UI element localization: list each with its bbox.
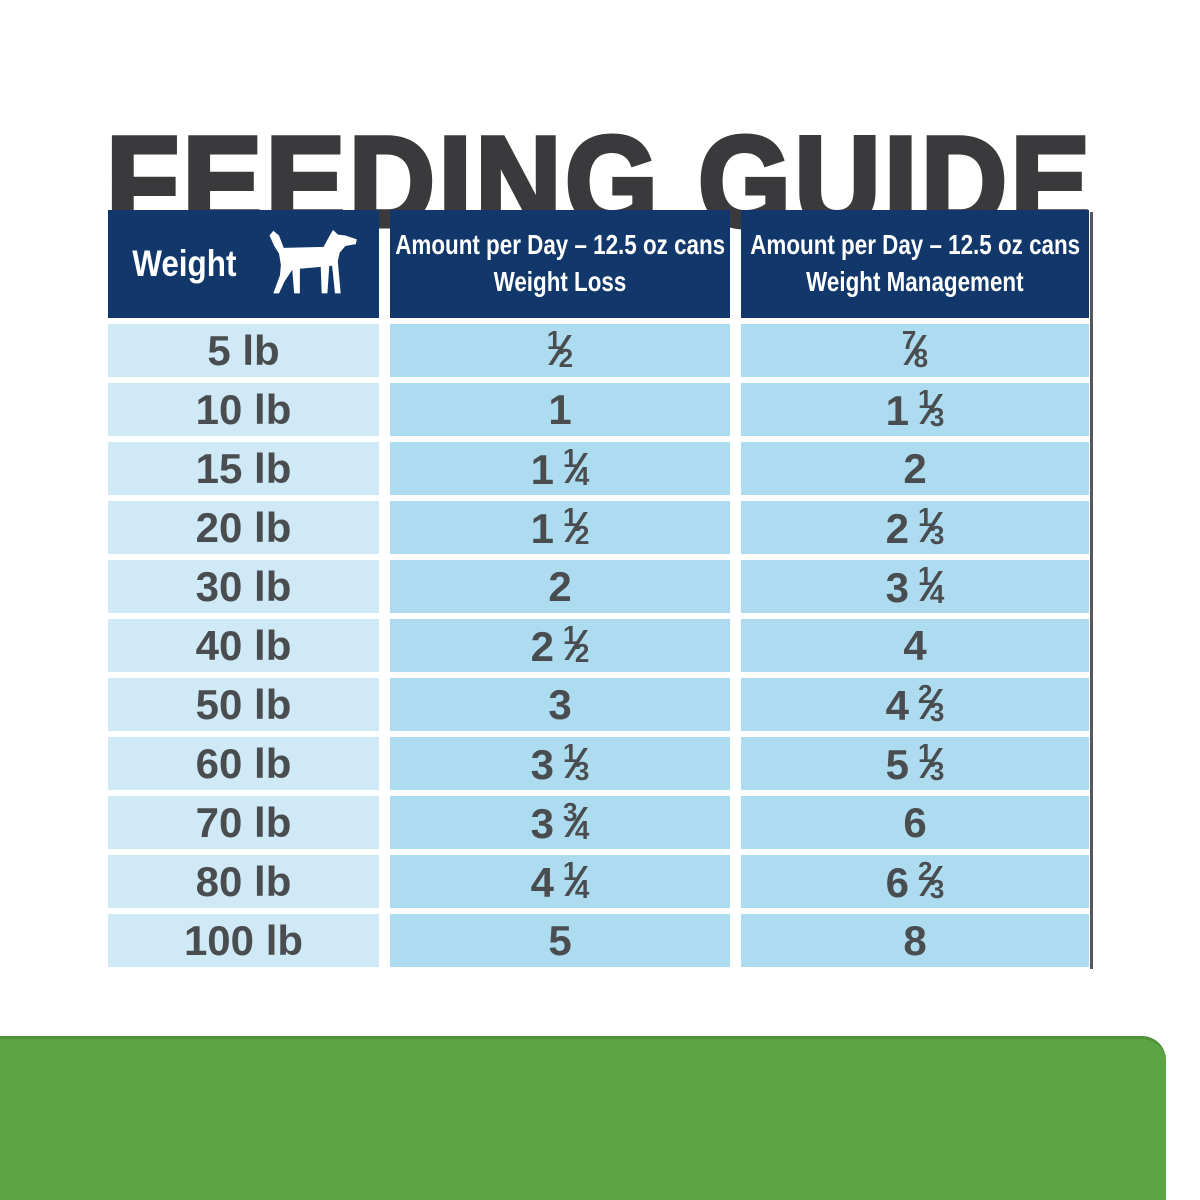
amount-value: 4 2⁄3: [885, 679, 945, 729]
fraction: 1⁄4: [918, 561, 945, 611]
amount-value: 2 1⁄3: [885, 502, 945, 552]
weight-loss-amount-cell: 1 1⁄4: [390, 442, 730, 495]
weight-management-amount-cell: 5 1⁄3: [741, 737, 1089, 790]
weight-management-header-line2: Weight Management: [806, 266, 1024, 297]
weight-cell: 15 lb: [108, 442, 379, 495]
dog-icon: [268, 227, 364, 301]
amount-value: 5: [548, 916, 572, 964]
weight-header-label: Weight: [132, 243, 237, 284]
weight-management-amount-cell: 8: [741, 914, 1089, 967]
fraction: 1⁄4: [563, 856, 590, 906]
weight-management-column-header: Amount per Day – 12.5 oz cans Weight Man…: [741, 210, 1089, 318]
weight-loss-amount-cell: 1 1⁄2: [390, 501, 730, 554]
weight-cell: 70 lb: [108, 796, 379, 849]
amount-value: 4 1⁄4: [530, 856, 590, 906]
weight-management-header-line1: Amount per Day – 12.5 oz cans: [750, 229, 1080, 261]
amount-value: 2 1⁄2: [530, 620, 590, 670]
weight-loss-header-line1: Amount per Day – 12.5 oz cans: [395, 229, 725, 261]
fraction: 1⁄2: [546, 325, 574, 375]
amount-value: 8: [903, 916, 927, 964]
fraction: 1⁄2: [563, 502, 590, 552]
fraction: 1⁄4: [563, 443, 590, 493]
fraction: 1⁄3: [563, 738, 590, 788]
amount-value: 6 2⁄3: [885, 856, 945, 906]
weight-cell: 10 lb: [108, 383, 379, 436]
weight-loss-amount-cell: 1: [390, 383, 730, 436]
weight-cell: 5 lb: [108, 324, 379, 377]
weight-cell: 30 lb: [108, 560, 379, 613]
amount-value: 5 1⁄3: [885, 738, 945, 788]
feeding-guide-table: Weight Amount per Day – 12.5 oz cans Wei…: [108, 210, 1093, 969]
weight-management-amount-cell: 2 1⁄3: [741, 501, 1089, 554]
weight-loss-amount-cell: 3 3⁄4: [390, 796, 730, 849]
fraction: 3⁄4: [563, 797, 590, 847]
amount-value: 7⁄8: [902, 325, 928, 376]
amount-value: 1⁄2: [547, 325, 573, 376]
weight-loss-amount-cell: 3 1⁄3: [390, 737, 730, 790]
weight-loss-amount-cell: 2: [390, 560, 730, 613]
weight-management-amount-cell: 6 2⁄3: [741, 855, 1089, 908]
weight-loss-amount-cell: 5: [390, 914, 730, 967]
amount-value: 2: [903, 444, 927, 492]
weight-management-amount-cell: 4: [741, 619, 1089, 672]
fraction: 1⁄3: [918, 384, 945, 434]
weight-loss-amount-cell: 1⁄2: [390, 324, 730, 377]
amount-value: 3: [548, 680, 572, 728]
weight-cell: 80 lb: [108, 855, 379, 908]
amount-value: 1 1⁄3: [885, 384, 945, 434]
weight-loss-amount-cell: 3: [390, 678, 730, 731]
amount-value: 2: [548, 562, 572, 610]
weight-loss-amount-cell: 4 1⁄4: [390, 855, 730, 908]
weight-management-amount-cell: 2: [741, 442, 1089, 495]
fraction: 7⁄8: [901, 325, 929, 375]
fraction: 1⁄3: [918, 502, 945, 552]
weight-cell: 60 lb: [108, 737, 379, 790]
weight-column-header: Weight: [108, 210, 379, 318]
amount-value: 3 1⁄3: [530, 738, 590, 788]
amount-value: 3 3⁄4: [530, 797, 590, 847]
weight-management-amount-cell: 7⁄8: [741, 324, 1089, 377]
weight-management-amount-cell: 1 1⁄3: [741, 383, 1089, 436]
weight-cell: 100 lb: [108, 914, 379, 967]
weight-cell: 50 lb: [108, 678, 379, 731]
weight-management-amount-cell: 4 2⁄3: [741, 678, 1089, 731]
footer-green-band: [0, 1036, 1166, 1200]
amount-value: 3 1⁄4: [885, 561, 945, 611]
amount-value: 6: [903, 798, 927, 846]
weight-cell: 20 lb: [108, 501, 379, 554]
weight-loss-header-line2: Weight Loss: [493, 266, 627, 297]
fraction: 2⁄3: [918, 856, 945, 906]
weight-management-amount-cell: 6: [741, 796, 1089, 849]
weight-loss-amount-cell: 2 1⁄2: [390, 619, 730, 672]
weight-management-amount-cell: 3 1⁄4: [741, 560, 1089, 613]
amount-value: 1 1⁄4: [530, 443, 590, 493]
weight-cell: 40 lb: [108, 619, 379, 672]
weight-loss-column-header: Amount per Day – 12.5 oz cans Weight Los…: [390, 210, 730, 318]
fraction: 1⁄3: [918, 738, 945, 788]
fraction: 1⁄2: [563, 620, 590, 670]
amount-value: 1 1⁄2: [530, 502, 590, 552]
amount-value: 4: [903, 621, 927, 669]
fraction: 2⁄3: [918, 679, 945, 729]
amount-value: 1: [548, 385, 572, 433]
